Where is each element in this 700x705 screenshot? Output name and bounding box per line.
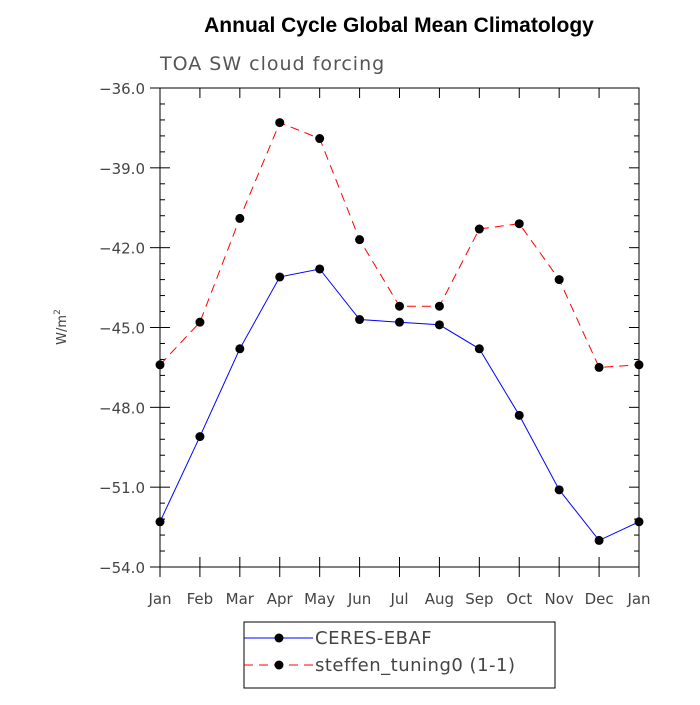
chart-title: Annual Cycle Global Mean Climatology xyxy=(204,14,594,37)
y-tick-label: −54.0 xyxy=(99,559,145,577)
x-tick-label: Nov xyxy=(545,590,574,608)
x-tick-label: Feb xyxy=(187,590,214,608)
data-point-s1-10 xyxy=(554,275,564,285)
y-axis-label: W/m2 xyxy=(53,309,70,345)
x-tick-label: Jul xyxy=(389,590,408,608)
legend: CERES-EBAF steffen_tuning0 (1-1) xyxy=(243,621,556,689)
data-point-s1-2 xyxy=(235,213,245,223)
series-layer xyxy=(155,118,644,545)
y-tick-label: −51.0 xyxy=(99,479,145,497)
data-point-s0-0 xyxy=(155,517,165,527)
data-point-s1-12 xyxy=(634,360,644,370)
data-point-s1-8 xyxy=(474,224,484,234)
data-point-s0-9 xyxy=(514,410,524,420)
data-point-s0-6 xyxy=(395,317,404,327)
legend-label-ceres-ebaf: CERES-EBAF xyxy=(315,628,432,649)
data-point-s1-7 xyxy=(434,301,444,311)
data-point-s1-9 xyxy=(514,219,524,229)
x-tick-label: Dec xyxy=(585,590,614,608)
data-point-s1-1 xyxy=(195,317,205,327)
data-point-s1-0 xyxy=(155,360,165,370)
legend-marker-steffen-tuning0 xyxy=(274,660,284,670)
x-tick-label: Jan xyxy=(147,590,171,608)
data-point-s1-4 xyxy=(315,134,325,144)
y-tick-label: −48.0 xyxy=(99,399,145,417)
x-tick-label: Aug xyxy=(425,590,454,608)
y-tick-label: −36.0 xyxy=(99,80,145,98)
chart-subtitle: TOA SW cloud forcing xyxy=(159,53,385,75)
y-tick-label: −42.0 xyxy=(99,240,145,258)
y-tick-label: −39.0 xyxy=(99,160,145,178)
data-point-s0-3 xyxy=(275,272,285,282)
data-point-s0-7 xyxy=(434,320,444,330)
legend-box xyxy=(243,621,556,689)
data-point-s0-12 xyxy=(634,517,644,527)
data-point-s1-5 xyxy=(355,235,365,245)
legend-marker-ceres-ebaf xyxy=(274,633,284,643)
x-tick-label: Mar xyxy=(226,590,255,608)
data-point-s0-11 xyxy=(594,535,604,545)
x-tick-label: Sep xyxy=(465,590,493,608)
data-point-s1-3 xyxy=(275,118,285,128)
data-point-s0-4 xyxy=(315,264,325,274)
data-point-s0-5 xyxy=(355,315,365,325)
data-point-s1-11 xyxy=(594,362,604,372)
data-point-s0-2 xyxy=(235,344,245,354)
data-point-s0-1 xyxy=(195,432,205,442)
series-line-1 xyxy=(159,121,640,368)
x-tick-label: Jan xyxy=(626,590,650,608)
y-tick-label: −45.0 xyxy=(99,320,145,338)
data-point-s0-10 xyxy=(554,485,564,495)
data-point-s0-8 xyxy=(474,344,484,354)
x-tick-label: Oct xyxy=(506,590,532,608)
data-point-s1-6 xyxy=(395,301,404,311)
x-tick-label: May xyxy=(304,590,335,608)
x-tick-label: Jun xyxy=(347,590,371,608)
x-tick-label: Apr xyxy=(267,590,294,608)
y-axis-label-text: W/m xyxy=(55,315,70,345)
plot-frame xyxy=(159,87,640,568)
legend-label-steffen-tuning0: steffen_tuning0 (1-1) xyxy=(315,655,516,676)
y-axis-label-superscript: 2 xyxy=(53,309,63,315)
